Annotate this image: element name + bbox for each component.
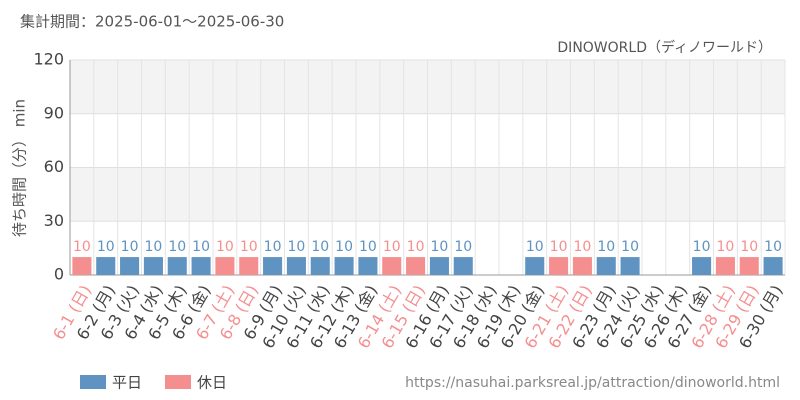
bar <box>191 257 211 275</box>
value-label: 10 <box>693 239 711 255</box>
y-tick-label: 90 <box>44 103 64 122</box>
bar <box>215 257 235 275</box>
bar <box>763 257 783 275</box>
bar <box>715 257 735 275</box>
value-label: 10 <box>550 239 568 255</box>
value-label: 10 <box>121 239 139 255</box>
value-label: 10 <box>740 239 758 255</box>
value-label: 10 <box>621 239 639 255</box>
bar <box>286 257 306 275</box>
bar <box>310 257 330 275</box>
bar <box>263 257 283 275</box>
bar <box>382 257 402 275</box>
value-label: 10 <box>168 239 186 255</box>
y-tick-label: 120 <box>33 50 64 69</box>
bar <box>620 257 640 275</box>
bar <box>596 257 616 275</box>
legend-swatch <box>80 375 106 389</box>
value-label: 10 <box>526 239 544 255</box>
bar <box>72 257 92 275</box>
value-label: 10 <box>574 239 592 255</box>
value-label: 10 <box>383 239 401 255</box>
bar <box>692 257 712 275</box>
source-url: https://nasuhai.parksreal.jp/attraction/… <box>405 375 780 391</box>
chart-title: 集計期間：2025-06-01～2025-06-30 <box>20 13 284 31</box>
bar <box>572 257 592 275</box>
value-label: 10 <box>216 239 234 255</box>
bar <box>239 257 259 275</box>
value-label: 10 <box>335 239 353 255</box>
legend-label: 休日 <box>197 374 227 392</box>
legend-swatch <box>165 375 191 389</box>
bar <box>167 257 187 275</box>
value-label: 10 <box>240 239 258 255</box>
value-label: 10 <box>597 239 615 255</box>
bar <box>358 257 378 275</box>
bar <box>334 257 354 275</box>
value-label: 10 <box>764 239 782 255</box>
value-label: 10 <box>407 239 425 255</box>
bar <box>96 257 116 275</box>
value-label: 10 <box>717 239 735 255</box>
bar <box>429 257 449 275</box>
value-label: 10 <box>145 239 163 255</box>
value-label: 10 <box>454 239 472 255</box>
y-tick-label: 60 <box>44 157 64 176</box>
bar <box>406 257 426 275</box>
bar <box>525 257 545 275</box>
value-label: 10 <box>288 239 306 255</box>
y-axis-label: 待ち時間（分） min <box>11 99 29 237</box>
value-label: 10 <box>97 239 115 255</box>
value-label: 10 <box>192 239 210 255</box>
legend-label: 平日 <box>112 374 142 392</box>
value-label: 10 <box>311 239 329 255</box>
value-label: 10 <box>264 239 282 255</box>
chart-subtitle: DINOWORLD（ディノワールド） <box>557 39 772 56</box>
value-label: 10 <box>431 239 449 255</box>
bar <box>739 257 759 275</box>
bar <box>143 257 163 275</box>
value-label: 10 <box>359 239 377 255</box>
y-tick-label: 30 <box>44 211 64 230</box>
bar <box>549 257 569 275</box>
bar <box>453 257 473 275</box>
y-tick-label: 0 <box>54 265 64 284</box>
value-label: 10 <box>73 239 91 255</box>
bar <box>120 257 140 275</box>
